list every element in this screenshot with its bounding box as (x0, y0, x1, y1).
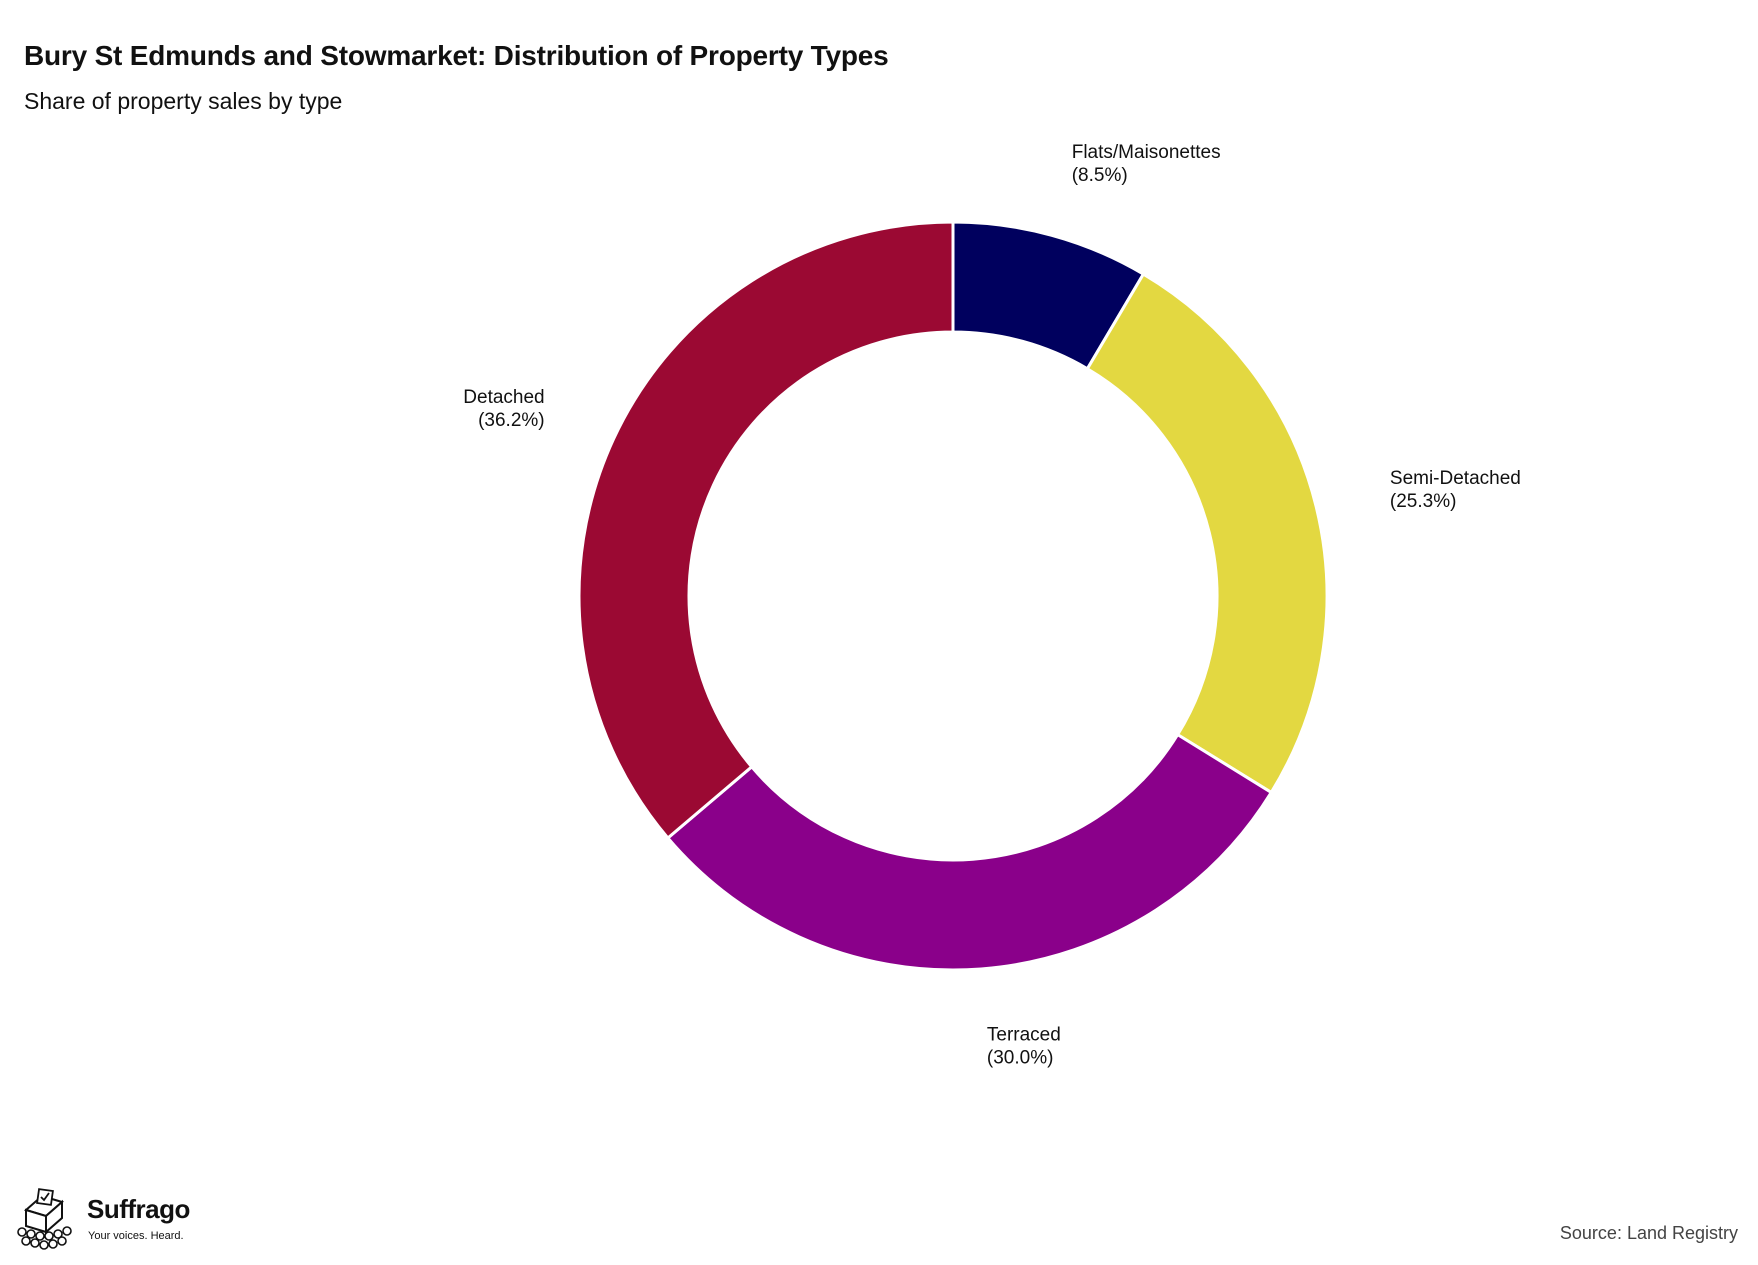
slice-label-percent: (36.2%) (478, 410, 545, 431)
slice-label-name: Terraced (987, 1025, 1061, 1046)
suffrago-logo: Suffrago Your voices. Heard. (14, 1188, 214, 1252)
slice-label-percent: (30.0%) (987, 1048, 1054, 1069)
slice-semi-detached (1085, 272, 1329, 795)
brand-tagline: Your voices. Heard. (88, 1230, 184, 1242)
source-note: Source: Land Registry (1559, 1223, 1738, 1243)
slice-terraced (665, 732, 1274, 972)
donut-slices (577, 220, 1329, 972)
slice-labels: Flats/Maisonettes (8.5%) Semi-Detached (25.… (463, 142, 1521, 1069)
ballot-box-crowd-icon (17, 1188, 72, 1250)
slice-detached (577, 220, 955, 841)
slice-label-flats-maisonettes: Flats/Maisonettes (8.5%) (1072, 142, 1221, 186)
chart-title: Bury St Edmunds and Stowmarket: Distribu… (24, 40, 889, 71)
slice-label-detached: Detached (36.2%) (463, 387, 544, 431)
slice-label-percent: (8.5%) (1072, 165, 1128, 186)
slice-label-name: Semi-Detached (1390, 468, 1521, 489)
slice-label-name: Flats/Maisonettes (1072, 142, 1221, 163)
brand-name: Suffrago (87, 1194, 190, 1224)
slice-label-terraced: Terraced (30.0%) (987, 1025, 1061, 1069)
slice-label-semi-detached: Semi-Detached (25.3%) (1390, 468, 1521, 512)
slice-label-percent: (25.3%) (1390, 491, 1457, 512)
chart-subtitle: Share of property sales by type (24, 88, 343, 114)
slice-label-name: Detached (463, 387, 544, 408)
